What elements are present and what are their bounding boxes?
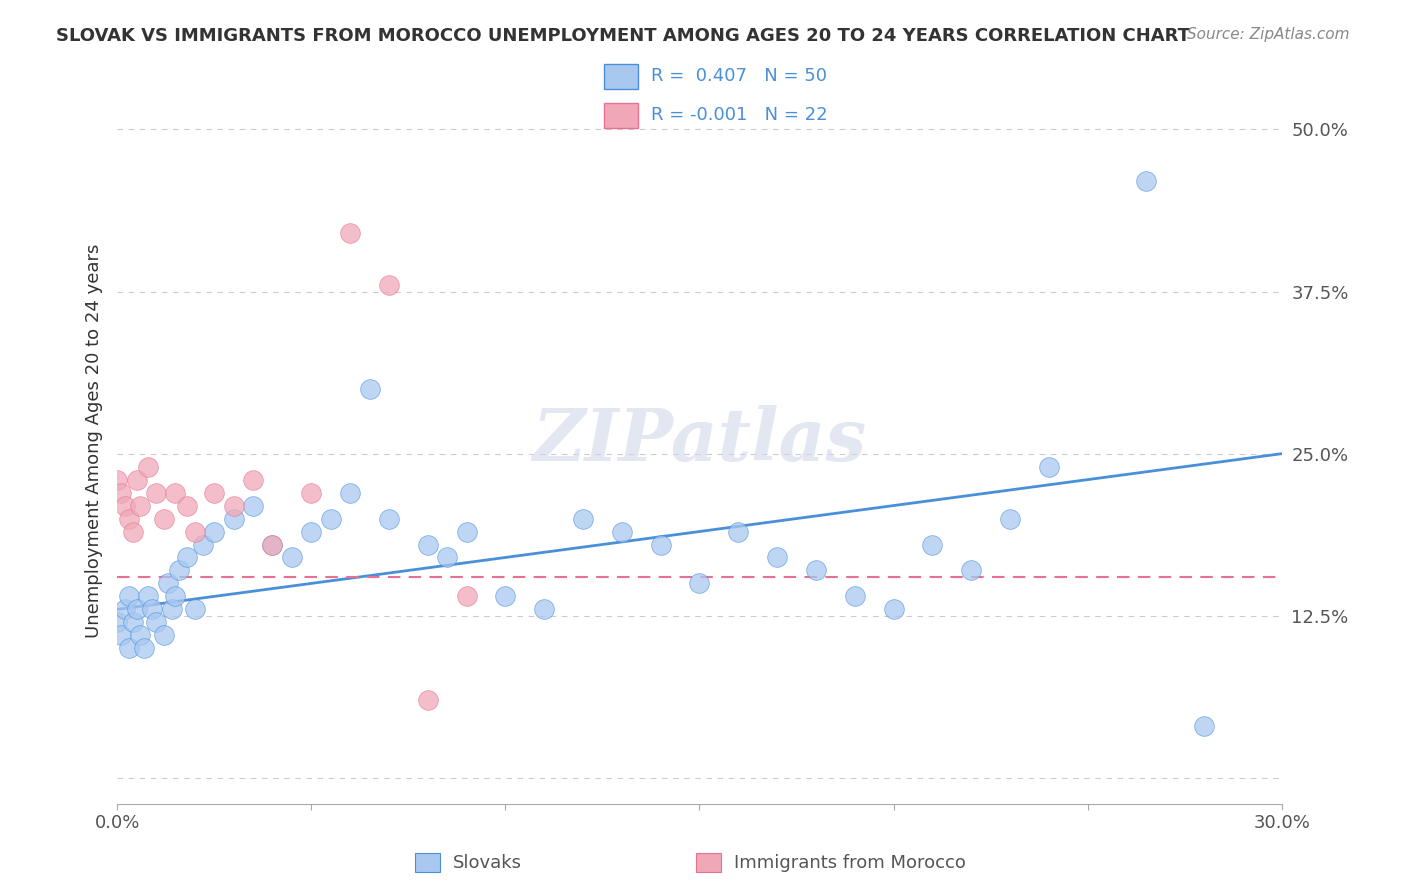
Point <box>105 615 128 630</box>
Point <box>202 485 225 500</box>
Point <box>1038 459 1060 474</box>
Point <box>533 602 555 616</box>
Point <box>572 511 595 525</box>
Point <box>921 537 943 551</box>
Point <box>436 550 458 565</box>
Point <box>281 550 304 565</box>
Point <box>494 590 516 604</box>
Point <box>129 499 152 513</box>
Point <box>118 641 141 656</box>
Point <box>416 537 439 551</box>
Point <box>222 511 245 525</box>
Point <box>359 382 381 396</box>
Point <box>727 524 749 539</box>
Text: R = -0.001   N = 22: R = -0.001 N = 22 <box>651 106 828 124</box>
Point <box>176 499 198 513</box>
Point <box>184 602 207 616</box>
Point <box>610 524 633 539</box>
Point <box>202 524 225 539</box>
FancyBboxPatch shape <box>605 103 638 128</box>
Text: ZIPatlas: ZIPatlas <box>533 405 866 476</box>
Point <box>165 485 187 500</box>
Text: R =  0.407   N = 50: R = 0.407 N = 50 <box>651 68 827 86</box>
Point <box>105 473 128 487</box>
Point <box>804 564 827 578</box>
Point <box>125 602 148 616</box>
Y-axis label: Unemployment Among Ages 20 to 24 years: Unemployment Among Ages 20 to 24 years <box>86 244 103 638</box>
Point <box>165 590 187 604</box>
Point <box>766 550 789 565</box>
Point <box>456 524 478 539</box>
Point <box>114 499 136 513</box>
Point <box>125 473 148 487</box>
Point <box>998 511 1021 525</box>
Point <box>156 576 179 591</box>
Point <box>688 576 710 591</box>
Point <box>844 590 866 604</box>
Point <box>129 628 152 642</box>
Point <box>378 511 401 525</box>
Point <box>262 537 284 551</box>
Point <box>145 615 167 630</box>
Point <box>134 641 156 656</box>
Point <box>152 511 174 525</box>
Point <box>169 564 191 578</box>
Text: SLOVAK VS IMMIGRANTS FROM MOROCCO UNEMPLOYMENT AMONG AGES 20 TO 24 YEARS CORRELA: SLOVAK VS IMMIGRANTS FROM MOROCCO UNEMPL… <box>56 27 1191 45</box>
Text: Source: ZipAtlas.com: Source: ZipAtlas.com <box>1187 27 1350 42</box>
Point <box>378 278 401 293</box>
Point <box>319 511 342 525</box>
Point <box>160 602 183 616</box>
Point <box>416 693 439 707</box>
Point <box>1135 174 1157 188</box>
Point <box>114 602 136 616</box>
Point <box>456 590 478 604</box>
Point <box>1192 719 1215 733</box>
Point <box>141 602 163 616</box>
Point <box>299 485 322 500</box>
Point <box>121 615 143 630</box>
Point <box>145 485 167 500</box>
Point <box>176 550 198 565</box>
Point <box>110 485 132 500</box>
Point <box>191 537 214 551</box>
Point <box>136 459 159 474</box>
Point <box>222 499 245 513</box>
Point <box>136 590 159 604</box>
Point <box>242 499 264 513</box>
Point <box>262 537 284 551</box>
FancyBboxPatch shape <box>605 63 638 89</box>
Point <box>242 473 264 487</box>
Point <box>110 628 132 642</box>
Point <box>339 485 361 500</box>
Point <box>118 590 141 604</box>
Point <box>960 564 983 578</box>
Point <box>184 524 207 539</box>
Text: Slovaks: Slovaks <box>453 854 522 871</box>
Point <box>650 537 672 551</box>
Point <box>299 524 322 539</box>
Text: Immigrants from Morocco: Immigrants from Morocco <box>734 854 966 871</box>
Point <box>339 226 361 240</box>
Point <box>152 628 174 642</box>
Point <box>121 524 143 539</box>
Point <box>883 602 905 616</box>
Point <box>118 511 141 525</box>
